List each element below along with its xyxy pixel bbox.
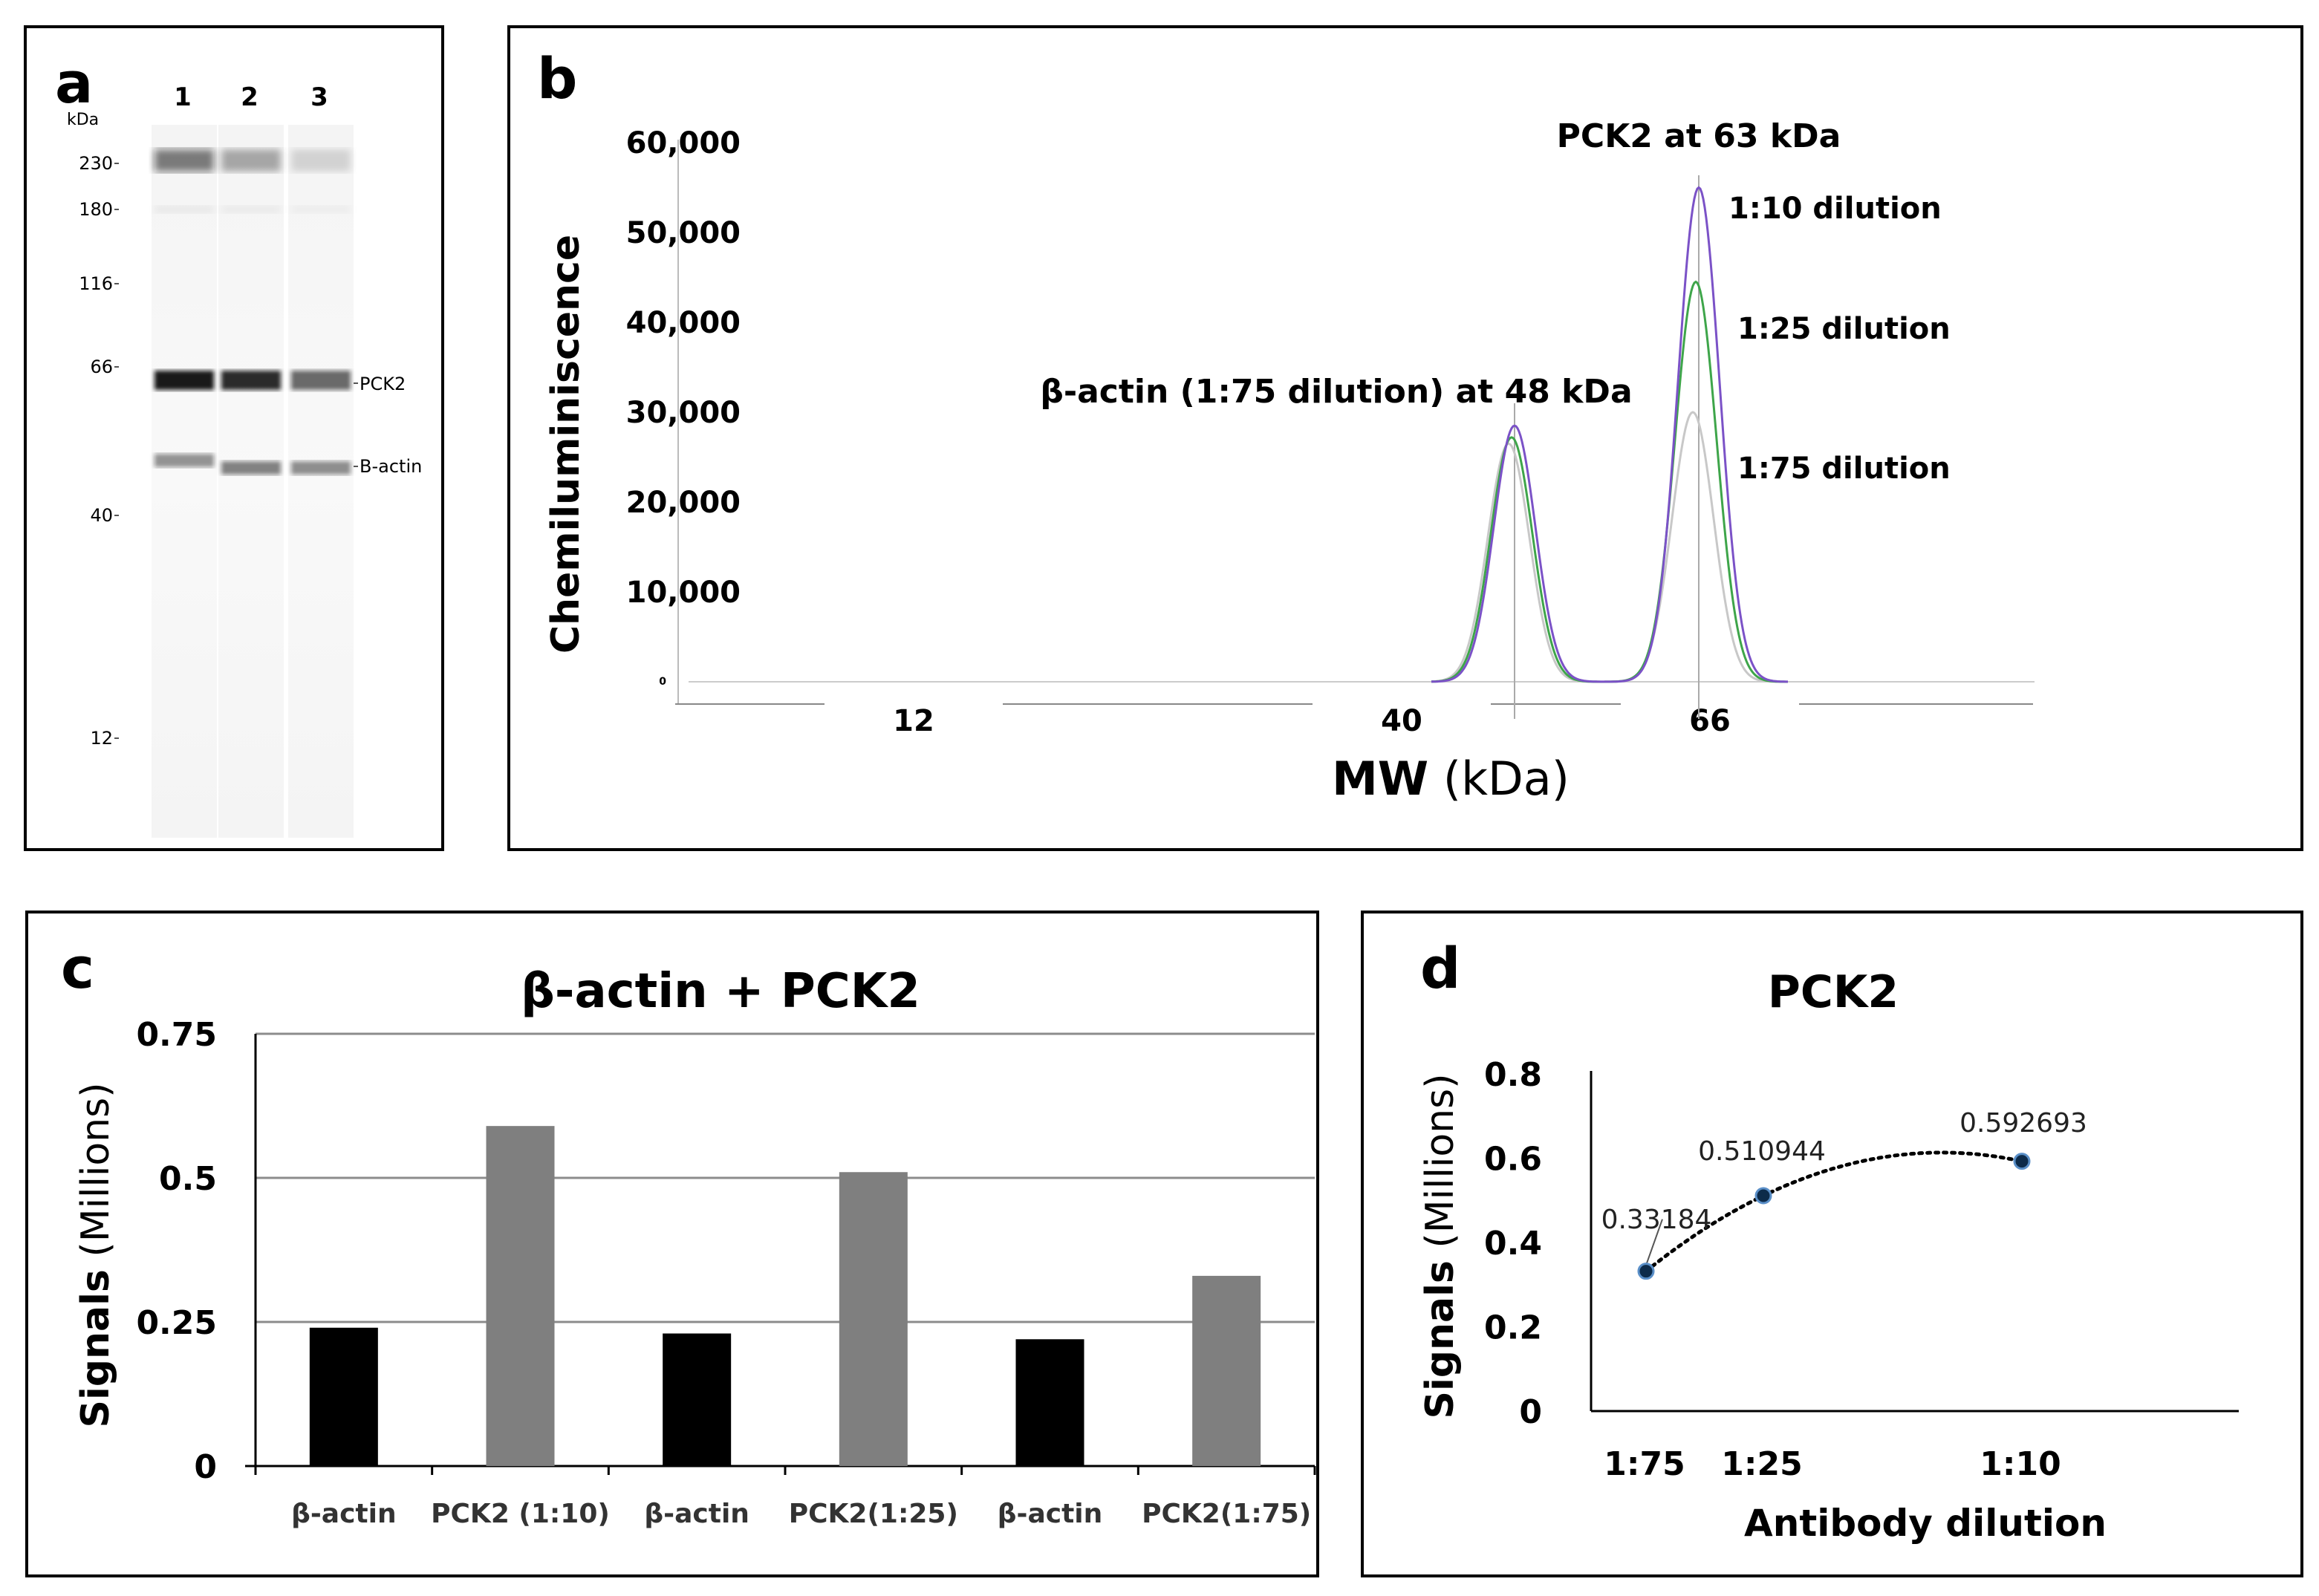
gel-lane-3 [288, 125, 354, 838]
series-line-1-10-dilution [1431, 186, 1788, 683]
gel-lane-1 [152, 125, 217, 838]
x-tick-label: 12 [893, 704, 934, 738]
data-label: 0.33184 [1601, 1205, 1712, 1235]
y-tick-label: 0 [1519, 1393, 1542, 1431]
y-tick-label: 0.4 [1484, 1225, 1542, 1263]
bar-4 [839, 1172, 908, 1466]
y-tick-label: 30,000 [626, 396, 741, 430]
bar-3 [663, 1333, 732, 1466]
band-pck2 [291, 371, 351, 390]
series-line-1-25-dilution [1431, 280, 1788, 683]
band-230 [155, 149, 214, 172]
marker-label: 180 [79, 199, 113, 220]
band-b-actin [291, 461, 351, 475]
band-label-b-actin: B-actin [360, 456, 422, 477]
scatter-chart: 0.8 0.6 0.4 0.2 0 1:75 1:25 1:10 0.33184 0.510944… [1418, 966, 2239, 1545]
lane-number: 2 [241, 82, 258, 112]
data-point-1 [1637, 1263, 1655, 1280]
electropherogram: 60,000 50,000 40,000 30,000 20,000 10,000 0 Che… [544, 117, 2035, 806]
chart-title: PCK2 [1768, 966, 1899, 1018]
y-tick-label: 0.6 [1484, 1141, 1542, 1179]
band-pck2 [155, 371, 214, 390]
lane-number: 1 [174, 82, 192, 112]
x-tick-label: 1:10 [1980, 1445, 2061, 1483]
data-point-3 [2013, 1153, 2031, 1170]
chart-title: β-actin + PCK2 [521, 964, 920, 1019]
band-180 [291, 206, 351, 213]
x-tick-label: PCK2(1:75) [1142, 1499, 1311, 1529]
panel-c-label: c [61, 935, 95, 1001]
annotation-1-25: 1:25 dilution [1737, 312, 1951, 346]
data-label: 0.592693 [1959, 1108, 2087, 1139]
y-axis-label: Signals (Millions) [74, 1082, 118, 1427]
x-tick-label: β-actin [998, 1499, 1103, 1529]
band-180 [221, 206, 281, 213]
panel-d-label: d [1420, 935, 1461, 1001]
y-axis-label: Signals (Millions) [1418, 1073, 1463, 1419]
band-pck2 [221, 371, 281, 390]
y-tick-label: 0.5 [159, 1160, 217, 1198]
y-tick-label: 0.75 [136, 1016, 217, 1054]
band-label-pck2: PCK2 [360, 374, 406, 394]
x-tick-label: 66 [1689, 704, 1731, 738]
bar-6 [1192, 1275, 1261, 1466]
trendline [1644, 1150, 2023, 1274]
annotation-actin: β-actin (1:75 dilution) at 48 kDa [1040, 373, 1632, 411]
bar-1 [309, 1327, 378, 1466]
x-tick-label: β-actin [644, 1499, 749, 1529]
x-tick-label: β-actin [291, 1499, 397, 1529]
panel-a-label: a [55, 50, 94, 116]
y-tick-label: 0.2 [1484, 1309, 1542, 1347]
panel-b-label: b [537, 45, 578, 111]
x-tick-label: 1:25 [1721, 1445, 1802, 1483]
x-tick-label: 1:75 [1604, 1445, 1685, 1483]
point-label-leader [1645, 1219, 1663, 1266]
y-axis-label: Chemiluminiscence [544, 235, 588, 654]
x-tick-gap [825, 700, 1003, 709]
data-label: 0.510944 [1698, 1136, 1826, 1167]
x-tick-label: PCK2(1:25) [789, 1499, 958, 1529]
lane-number: 3 [310, 82, 328, 112]
band-230 [291, 149, 351, 172]
x-tick-label: PCK2 (1:10) [431, 1499, 610, 1529]
data-point-2 [1754, 1187, 1772, 1205]
y-tick-label: 40,000 [626, 306, 741, 340]
x-tick-label: 40 [1381, 704, 1422, 738]
x-tick-gap [1313, 700, 1491, 709]
panel-a: a 1 2 3 kDa 230 180 116 66 40 12 PCK2 B-actin [24, 25, 444, 851]
marker-label: 116 [79, 273, 113, 294]
bar-5 [1015, 1339, 1084, 1466]
band-230 [221, 149, 281, 172]
y-tick-label: 20,000 [626, 486, 741, 520]
x-axis-label: MW (kDa) [1332, 752, 1570, 806]
y-tick-label: 0 [659, 676, 666, 688]
marker-label: 230 [79, 153, 113, 174]
kda-label: kDa [67, 111, 99, 129]
y-tick-label: 0.25 [136, 1304, 217, 1342]
y-tick-label: 50,000 [626, 216, 741, 250]
annotation-1-10: 1:10 dilution [1728, 192, 1942, 226]
panel-c: c 0.75 0.5 0.25 0 β-actin PCK2 (1:10) β-actin P… [25, 911, 1319, 1577]
x-axis-label: Antibody dilution [1744, 1502, 2107, 1545]
band-b-actin [221, 461, 281, 475]
band-b-actin [155, 454, 214, 467]
y-tick-label: 0 [194, 1448, 217, 1486]
annotation-pck2: PCK2 at 63 kDa [1557, 117, 1841, 155]
y-tick-label: 10,000 [626, 576, 741, 610]
marker-label: 40 [90, 505, 113, 526]
annotation-1-75: 1:75 dilution [1737, 452, 1951, 486]
panel-d: d 0.8 0.6 0.4 0.2 0 1:75 1:25 1:10 0.33184 0.5109… [1361, 911, 2303, 1577]
series-line-1-75-dilution [1431, 411, 1788, 683]
bar-chart: 0.75 0.5 0.25 0 β-actin PCK2 (1:10) β-actin PCK… [74, 964, 1316, 1529]
marker-label: 12 [90, 728, 113, 749]
y-tick-label: 0.8 [1484, 1056, 1542, 1094]
y-tick-label: 60,000 [626, 126, 741, 160]
band-180 [155, 206, 214, 213]
bar-2 [486, 1126, 555, 1466]
marker-label: 66 [90, 356, 113, 377]
panel-b: b 60,000 50,000 40,000 30,000 20,000 10,000 0 C… [507, 25, 2303, 851]
gel-lane-2 [218, 125, 284, 838]
x-tick-gap [1621, 700, 1799, 709]
